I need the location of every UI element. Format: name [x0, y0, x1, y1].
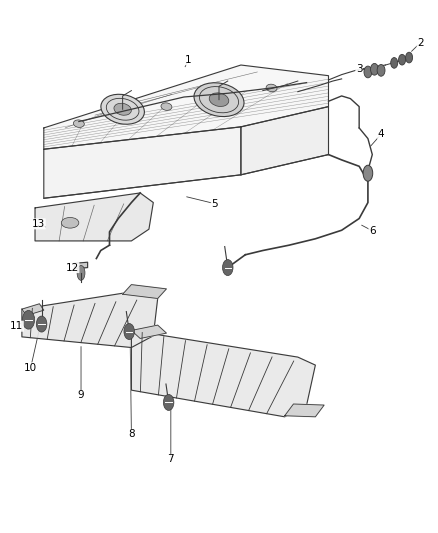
Polygon shape [44, 127, 241, 198]
Text: 2: 2 [417, 38, 424, 47]
Ellipse shape [399, 54, 406, 65]
Text: 9: 9 [78, 391, 85, 400]
Polygon shape [131, 325, 166, 338]
Polygon shape [22, 290, 158, 348]
Ellipse shape [22, 310, 35, 329]
Ellipse shape [77, 265, 85, 280]
Ellipse shape [223, 260, 233, 276]
Ellipse shape [209, 93, 229, 107]
Text: 10: 10 [24, 363, 37, 373]
Ellipse shape [61, 217, 79, 228]
Ellipse shape [391, 58, 398, 68]
Polygon shape [22, 304, 44, 316]
Ellipse shape [266, 84, 277, 92]
Text: 6: 6 [369, 226, 376, 236]
Text: 11: 11 [10, 321, 23, 331]
Ellipse shape [101, 94, 145, 124]
Text: 1: 1 [185, 55, 192, 64]
Text: 7: 7 [167, 455, 174, 464]
Text: 8: 8 [128, 430, 135, 439]
Polygon shape [35, 193, 153, 241]
Polygon shape [44, 65, 328, 149]
Ellipse shape [363, 165, 373, 181]
Polygon shape [241, 107, 328, 175]
Ellipse shape [124, 324, 134, 340]
Ellipse shape [163, 394, 174, 410]
Polygon shape [123, 285, 166, 298]
Text: 12: 12 [66, 263, 79, 272]
Text: 4: 4 [378, 130, 385, 139]
Polygon shape [131, 330, 315, 417]
Polygon shape [74, 262, 88, 269]
Ellipse shape [406, 52, 413, 63]
Ellipse shape [74, 120, 84, 127]
Ellipse shape [371, 63, 378, 75]
Ellipse shape [36, 316, 47, 332]
Ellipse shape [364, 66, 372, 78]
Ellipse shape [114, 103, 131, 115]
Ellipse shape [377, 64, 385, 76]
Ellipse shape [194, 83, 244, 117]
Text: 5: 5 [211, 199, 218, 208]
Polygon shape [285, 404, 324, 417]
Text: 13: 13 [32, 219, 45, 229]
Ellipse shape [161, 103, 172, 110]
Text: 3: 3 [356, 64, 363, 74]
